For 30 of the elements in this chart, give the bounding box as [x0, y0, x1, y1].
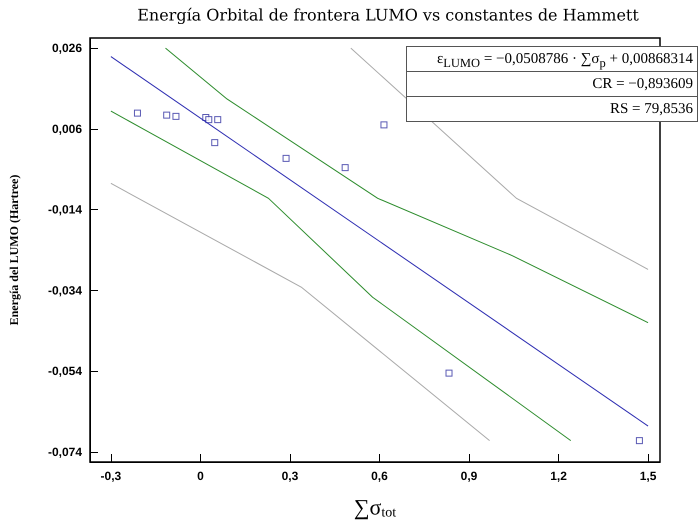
x-tick-label: 0,3	[282, 469, 299, 483]
x-tick-label: 1,5	[640, 469, 657, 483]
x-tick-label: 0,9	[460, 469, 478, 483]
chart-title: Energía Orbital de frontera LUMO vs constantes de Hammett	[137, 6, 640, 24]
y-axis-title: Energía del LUMO (Hartree)	[7, 174, 21, 326]
y-tick-label: -0,034	[48, 283, 82, 298]
annotation: ε$_{LUMO}$ = −0,0508786 · ∑σ$_{p}$ + 0,00868314	[436, 50, 694, 71]
y-tick-label: 0,006	[52, 122, 82, 136]
point	[282, 154, 290, 162]
x-tick-label: 0,6	[371, 469, 388, 483]
y-tick-label: -0,014	[48, 202, 82, 217]
x-tick-label: 1,2	[550, 469, 568, 483]
point	[380, 121, 388, 128]
point	[342, 164, 349, 172]
x-tick-label: -0,3	[100, 469, 122, 483]
y-tick-label: -0,074	[48, 444, 82, 459]
y-tick-label: -0,054	[48, 364, 82, 378]
annotation: RS = 79,8536	[407, 96, 697, 121]
point	[172, 112, 180, 120]
point	[134, 110, 141, 117]
point	[211, 139, 218, 146]
point	[446, 370, 453, 377]
y-tick-label: 0,026	[52, 41, 82, 56]
line-series	[110, 110, 572, 442]
point	[214, 116, 222, 124]
point	[163, 112, 170, 119]
x-tick-label: 0	[197, 469, 204, 483]
point	[205, 116, 212, 124]
point	[636, 437, 643, 444]
annotation: CR = −0,893609	[407, 71, 697, 96]
